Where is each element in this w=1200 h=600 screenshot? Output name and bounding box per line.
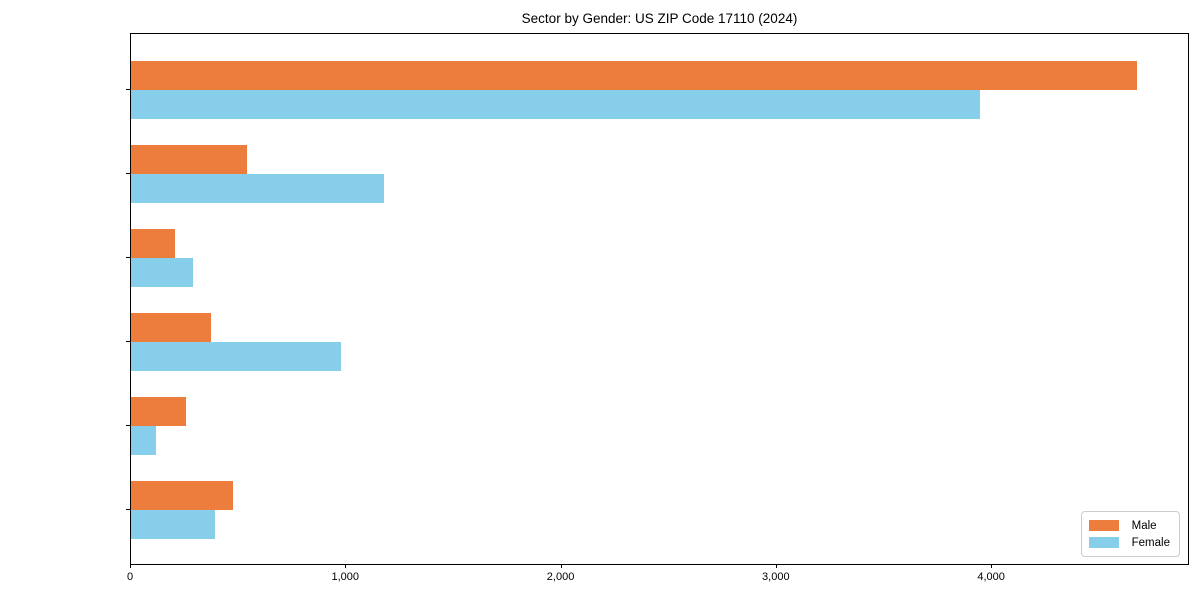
- y-tick-state-government: [126, 340, 130, 342]
- x-tick-2000: [560, 564, 562, 568]
- bar-female-state-government: [131, 341, 341, 371]
- legend-swatch-male: [1088, 520, 1119, 531]
- bar-female-local-government: [131, 257, 194, 287]
- bar-male-state-government: [131, 312, 211, 342]
- legend-entry-male: Male: [1088, 517, 1170, 534]
- y-tick-local-government: [126, 256, 130, 258]
- legend-label-male: Male: [1131, 519, 1157, 532]
- bar-male-self-employed: [131, 480, 234, 510]
- x-tick-label-2000: 2,000: [546, 571, 575, 583]
- bar-female-self-employed: [131, 509, 215, 539]
- bar-female-private-for-profit: [131, 89, 981, 119]
- bar-male-private-for-profit: [131, 60, 1138, 90]
- y-tick-private-for-profit: [126, 88, 130, 90]
- bar-male-local-government: [131, 228, 176, 258]
- y-tick-self-employed: [126, 508, 130, 510]
- plot-area: Male Female: [130, 33, 1189, 565]
- bar-male-federal-government: [131, 396, 186, 426]
- legend-entry-female: Female: [1088, 534, 1170, 551]
- x-tick-label-3000: 3,000: [762, 571, 790, 583]
- x-tick-label-4000: 4,000: [977, 571, 1005, 583]
- y-tick-federal-government: [126, 424, 130, 426]
- x-tick-3000: [775, 564, 777, 568]
- x-tick-4000: [991, 564, 993, 568]
- legend-label-female: Female: [1131, 536, 1170, 549]
- bar-female-federal-government: [131, 425, 156, 455]
- x-tick-0: [130, 564, 131, 568]
- bar-female-private-non-profit: [131, 173, 384, 203]
- legend: Male Female: [1080, 511, 1180, 557]
- x-tick-1000: [345, 564, 347, 568]
- chart-title: Sector by Gender: US ZIP Code 17110 (202…: [521, 11, 798, 26]
- y-tick-private-non-profit: [126, 172, 130, 174]
- x-tick-label-0: 0: [126, 571, 134, 583]
- bar-male-private-non-profit: [131, 144, 248, 174]
- legend-swatch-female: [1088, 537, 1119, 548]
- x-tick-label-1000: 1,000: [331, 571, 360, 583]
